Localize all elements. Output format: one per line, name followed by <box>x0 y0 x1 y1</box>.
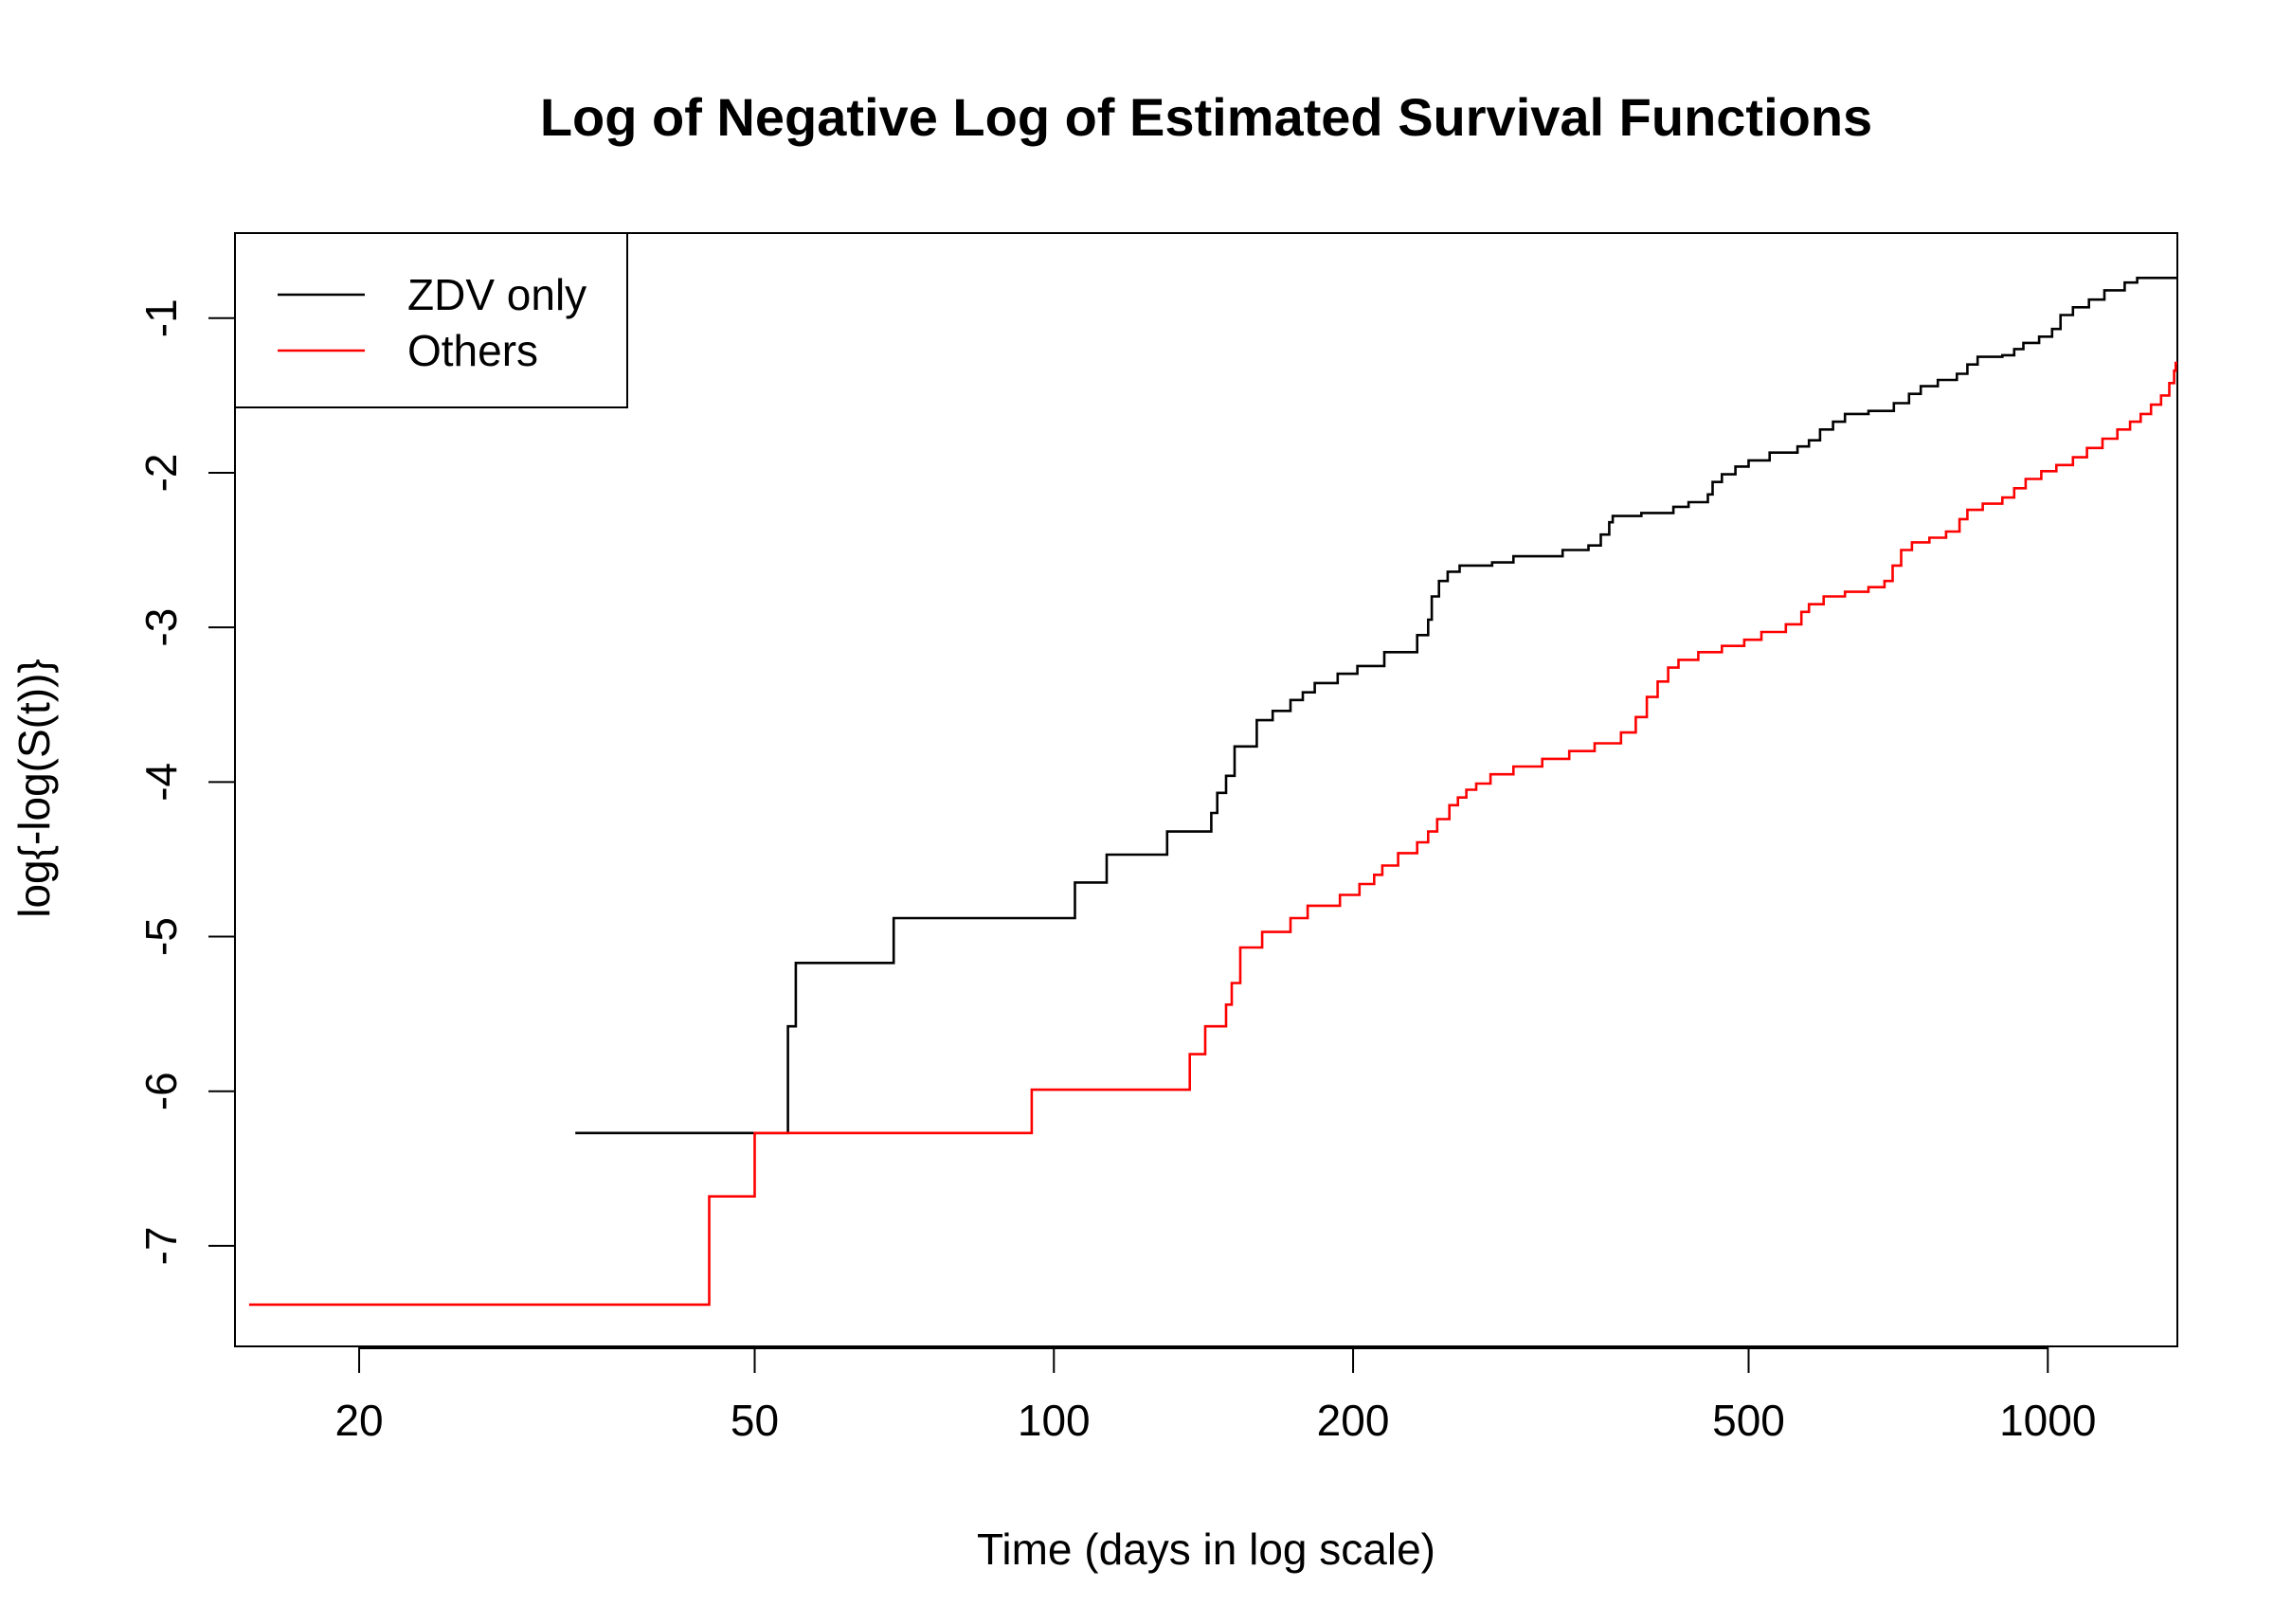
x-tick-label: 100 <box>1018 1396 1091 1445</box>
legend-box <box>234 232 628 408</box>
legend: ZDV only Others <box>234 232 628 408</box>
x-axis: 20 50 100 200 500 1000 <box>334 1346 2096 1445</box>
chart-title: Log of Negative Log of Estimated Surviva… <box>540 87 1872 147</box>
series-line-0 <box>575 277 2177 1135</box>
legend-label-others: Others <box>407 326 538 375</box>
y-tick-label: -5 <box>136 917 186 956</box>
legend-label-zdv: ZDV only <box>407 270 587 319</box>
x-tick-label: 200 <box>1317 1396 1390 1445</box>
x-tick-label: 50 <box>731 1396 779 1445</box>
y-tick-label: -7 <box>136 1226 186 1265</box>
y-tick-label: -4 <box>136 763 186 802</box>
x-tick-label: 500 <box>1712 1396 1785 1445</box>
series-line-1 <box>248 361 2177 1307</box>
x-tick-label: 20 <box>334 1396 383 1445</box>
x-tick-label: 1000 <box>1999 1396 2096 1445</box>
y-axis-label: log{-log(S(t))} <box>9 659 59 918</box>
y-tick-label: -3 <box>136 608 186 647</box>
y-tick-label: -6 <box>136 1072 186 1110</box>
y-tick-label: -2 <box>136 453 186 492</box>
series-group <box>248 277 2177 1307</box>
x-axis-label: Time (days in log scale) <box>977 1525 1435 1574</box>
y-axis: -7 -6 -5 -4 -3 -2 -1 <box>136 298 236 1265</box>
y-tick-label: -1 <box>136 298 186 337</box>
